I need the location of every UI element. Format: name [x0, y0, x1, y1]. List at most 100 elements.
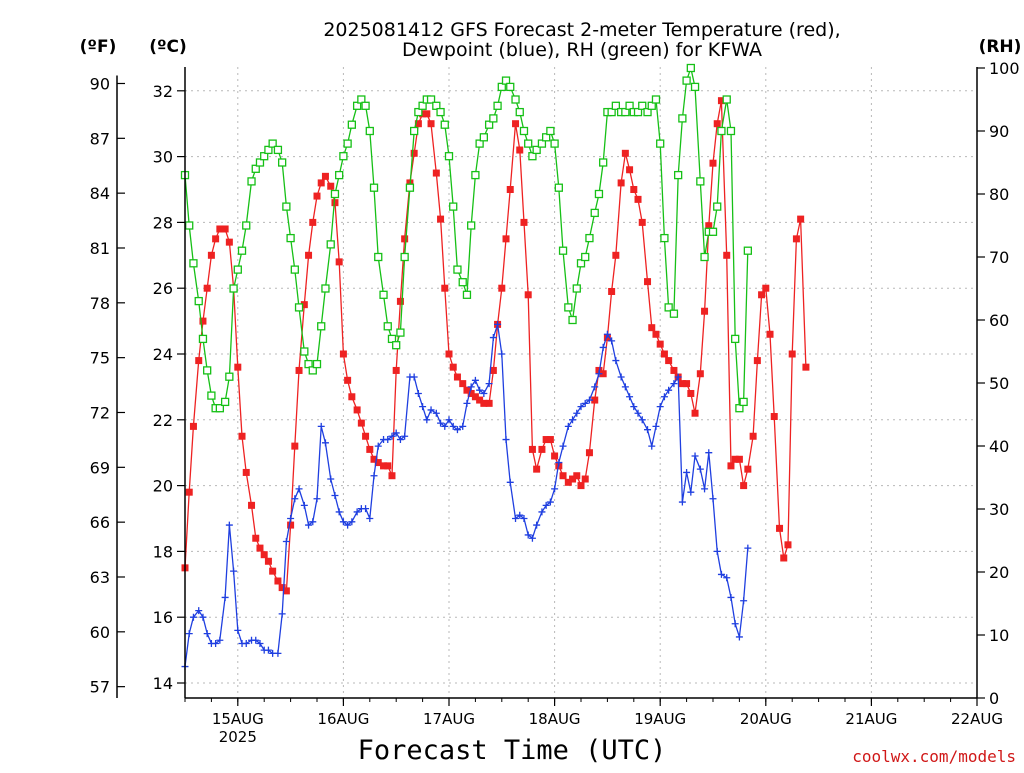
y-tick-label-rh: 30 [989, 500, 1009, 519]
data-point-dewpoint [432, 409, 440, 417]
x-tick-label: 16AUG [317, 710, 369, 728]
data-point-temperature [449, 363, 457, 371]
data-point-temperature [453, 373, 461, 381]
data-point-temperature [414, 120, 422, 128]
data-point-rh [515, 107, 524, 117]
data-point-temperature [203, 284, 211, 292]
data-point-rh [743, 246, 752, 255]
data-point-rh [690, 82, 700, 92]
data-point-dewpoint [414, 389, 422, 397]
data-point-temperature [335, 258, 343, 266]
data-point-dewpoint [459, 422, 467, 430]
x-tick-label: 15AUG [212, 710, 264, 728]
data-point-temperature [564, 478, 572, 486]
data-point-dewpoint [199, 613, 207, 621]
data-point-rh [731, 334, 740, 344]
data-point-temperature [300, 301, 308, 309]
data-point-dewpoint [392, 429, 400, 437]
data-point-temperature [701, 307, 709, 315]
data-point-temperature [648, 324, 656, 332]
data-point-dewpoint [696, 465, 704, 473]
data-point-temperature [638, 218, 646, 226]
data-point-dewpoint [410, 373, 418, 381]
data-point-rh [599, 158, 608, 167]
data-point-temperature [234, 363, 242, 371]
data-point-rh [247, 177, 256, 186]
data-point-temperature [542, 436, 550, 444]
data-point-rh [546, 126, 555, 136]
data-point-rh [308, 366, 317, 375]
data-point-rh [678, 114, 687, 123]
data-point-dewpoint [731, 620, 739, 628]
data-point-dewpoint [295, 485, 303, 493]
chart-title-line2: Dewpoint (blue), RH (green) for KFWA [402, 39, 762, 61]
data-point-rh [489, 114, 498, 123]
data-point-dewpoint [282, 538, 290, 546]
data-point-temperature [432, 169, 440, 177]
data-point-temperature [731, 455, 739, 463]
data-point-temperature [608, 287, 616, 295]
data-point-temperature [776, 524, 784, 532]
data-point-dewpoint [419, 403, 427, 411]
data-point-dewpoint [533, 521, 541, 529]
data-point-dewpoint [551, 485, 559, 493]
data-point-rh [278, 158, 287, 167]
data-point-rh [198, 334, 208, 344]
x-tick-label: 19AUG [634, 710, 686, 728]
data-point-temperature [410, 149, 418, 157]
data-point-temperature [489, 366, 497, 374]
y-tick-label-celsius: 28 [153, 213, 173, 232]
data-point-rh [638, 101, 647, 110]
data-point-temperature [709, 159, 717, 167]
data-point-dewpoint [516, 511, 524, 519]
data-point-dewpoint [353, 508, 361, 516]
data-point-temperature [717, 97, 725, 105]
y-tick-label-fahrenheit: 87 [90, 129, 110, 148]
data-point-temperature [309, 218, 317, 226]
data-point-dewpoint [401, 432, 409, 440]
data-point-temperature [630, 186, 638, 193]
data-point-rh [493, 101, 502, 110]
data-point-dewpoint [538, 508, 546, 516]
data-point-rh [405, 183, 415, 192]
data-point-rh [572, 284, 581, 293]
data-point-dewpoint [498, 350, 506, 358]
data-point-rh [343, 139, 352, 148]
data-point-rh [686, 63, 695, 73]
data-point-dewpoint [674, 373, 682, 381]
data-point-temperature [512, 120, 520, 128]
data-point-rh [273, 145, 283, 155]
data-point-rh [484, 120, 494, 129]
y-tick-label-celsius: 20 [153, 477, 173, 496]
data-point-rh [321, 284, 330, 293]
data-point-dewpoint [555, 459, 563, 467]
y-tick-label-fahrenheit: 90 [90, 74, 110, 93]
data-point-dewpoint [449, 422, 457, 430]
data-point-rh [268, 139, 277, 148]
data-point-rh [564, 303, 573, 312]
data-point-temperature [282, 587, 290, 595]
y-tick-label-celsius: 18 [153, 542, 173, 561]
data-point-temperature [221, 225, 229, 233]
data-point-dewpoint [577, 403, 585, 411]
data-point-rh [511, 95, 520, 104]
data-point-temperature [207, 251, 215, 259]
data-point-rh [304, 359, 313, 369]
data-point-dewpoint [520, 515, 528, 522]
data-point-temperature [370, 455, 378, 463]
data-point-dewpoint [713, 547, 721, 555]
data-point-temperature [766, 330, 774, 338]
data-point-rh [357, 95, 366, 104]
data-point-dewpoint [264, 646, 272, 654]
y-tick-label-celsius: 22 [153, 411, 173, 430]
data-point-dewpoint [321, 439, 329, 447]
data-point-dewpoint [476, 386, 484, 394]
data-point-temperature [660, 350, 668, 358]
data-point-dewpoint [634, 409, 642, 417]
series-layer [180, 63, 810, 671]
data-point-dewpoint [660, 393, 668, 401]
data-point-rh [242, 221, 251, 230]
y-tick-label-fahrenheit: 75 [90, 349, 110, 368]
